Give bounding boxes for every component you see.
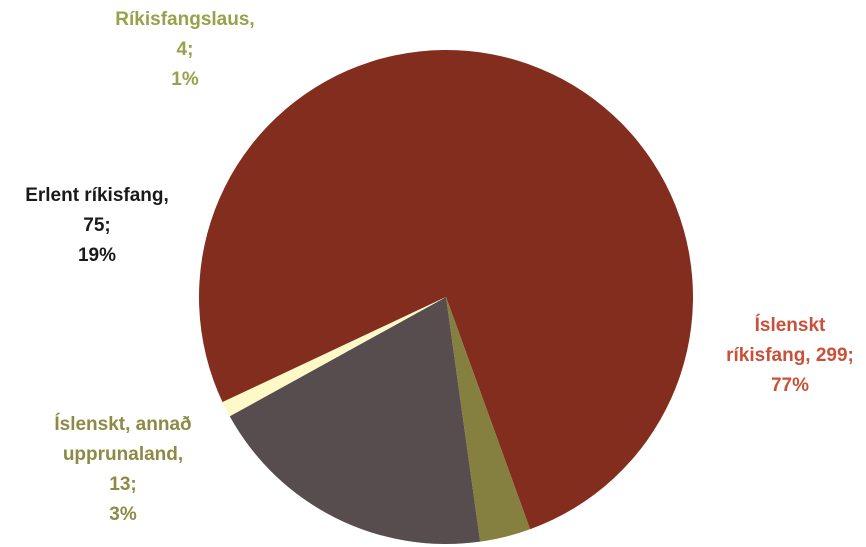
slice-label: Íslenskt, annað upprunaland, 13; 3% xyxy=(54,413,191,525)
slice-label-line: 13; xyxy=(109,474,136,495)
slice-label: Íslenskt ríkisfang, 299; 77% xyxy=(726,314,854,396)
slice-label-line: 1% xyxy=(171,69,199,90)
slice-label-line: upprunaland, xyxy=(63,444,183,465)
pie-slice xyxy=(446,297,531,542)
slice-label: Ríkisfangslaus, 4; 1% xyxy=(115,9,254,90)
slice-label-line: ríkisfang, 299; xyxy=(726,345,854,366)
slice-label-line: Íslenskt, annað xyxy=(54,413,191,435)
pie-slice xyxy=(199,49,694,530)
slice-label-line: 19% xyxy=(78,245,116,266)
slice-label-line: 77% xyxy=(771,375,809,396)
slice-label-line: 4; xyxy=(177,39,194,60)
slice-label-line: 75; xyxy=(83,215,110,236)
slice-label: Erlent ríkisfang, 75; 19% xyxy=(25,185,169,266)
pie-slice xyxy=(229,297,481,544)
slice-label-line: 3% xyxy=(109,504,137,525)
slice-label-line: Erlent ríkisfang, xyxy=(25,185,169,206)
pie-slice xyxy=(222,297,446,417)
slice-label-line: Ríkisfangslaus, xyxy=(115,9,254,30)
slice-label-line: Íslenskt xyxy=(755,314,826,336)
